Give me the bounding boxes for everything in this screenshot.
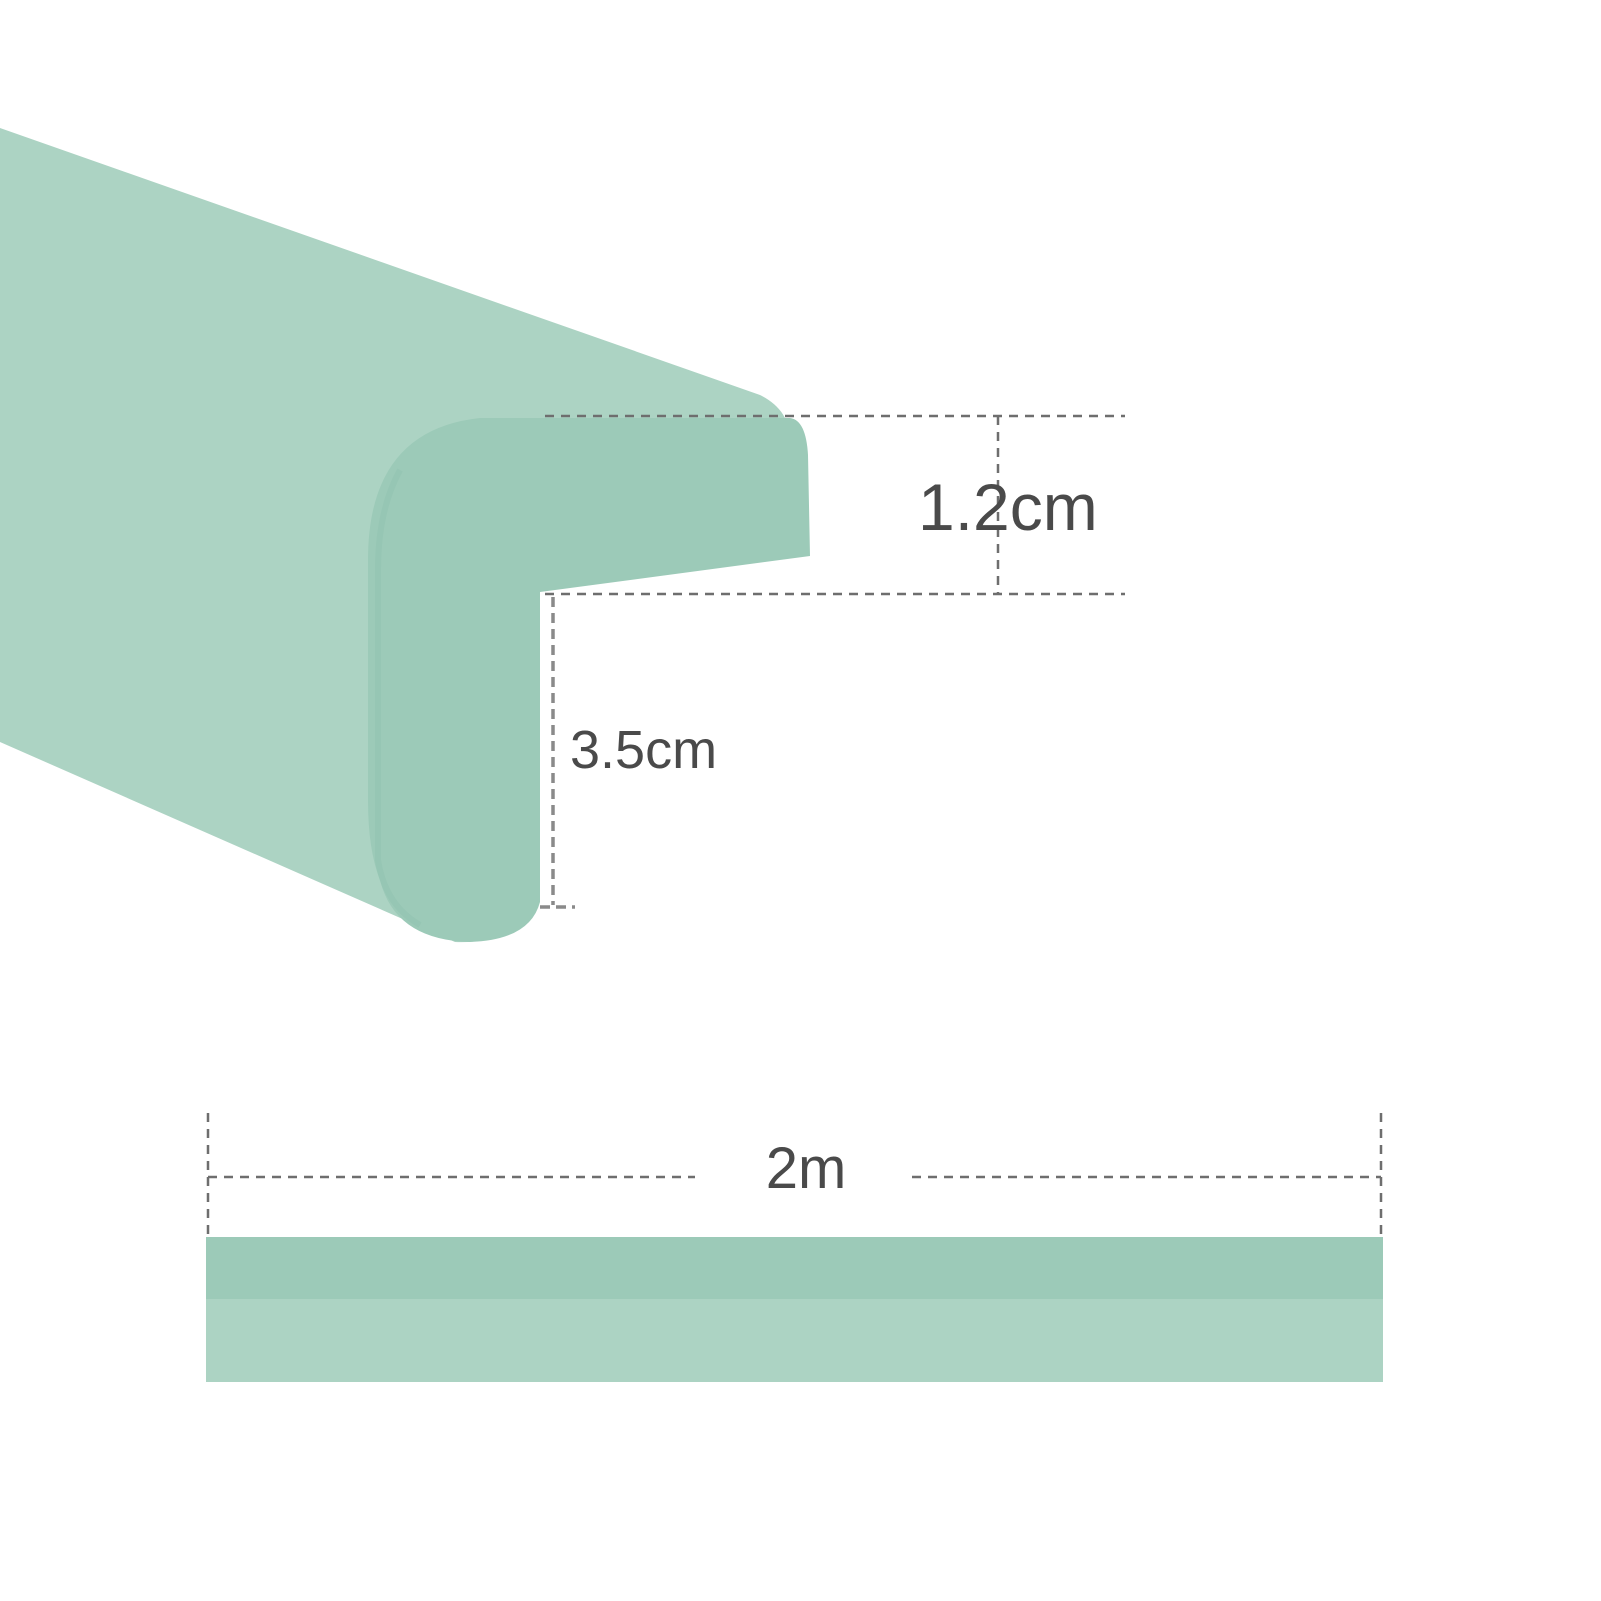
flange-label: 3.5cm <box>570 720 717 780</box>
strip-top-band <box>206 1237 1383 1301</box>
thickness-dimension: 1.2cm <box>545 414 1125 596</box>
corner-guard-end-face <box>368 418 810 942</box>
flange-dimension: 3.5cm <box>540 597 717 909</box>
strip-bottom-band <box>206 1299 1383 1382</box>
corner-guard-profile <box>0 128 810 943</box>
length-label: 2m <box>766 1136 847 1201</box>
thickness-label: 1.2cm <box>918 470 1098 544</box>
length-dimension: 2m <box>206 1113 1383 1238</box>
corner-guard-inner-shade <box>375 468 422 928</box>
strip-side-view <box>206 1237 1383 1382</box>
